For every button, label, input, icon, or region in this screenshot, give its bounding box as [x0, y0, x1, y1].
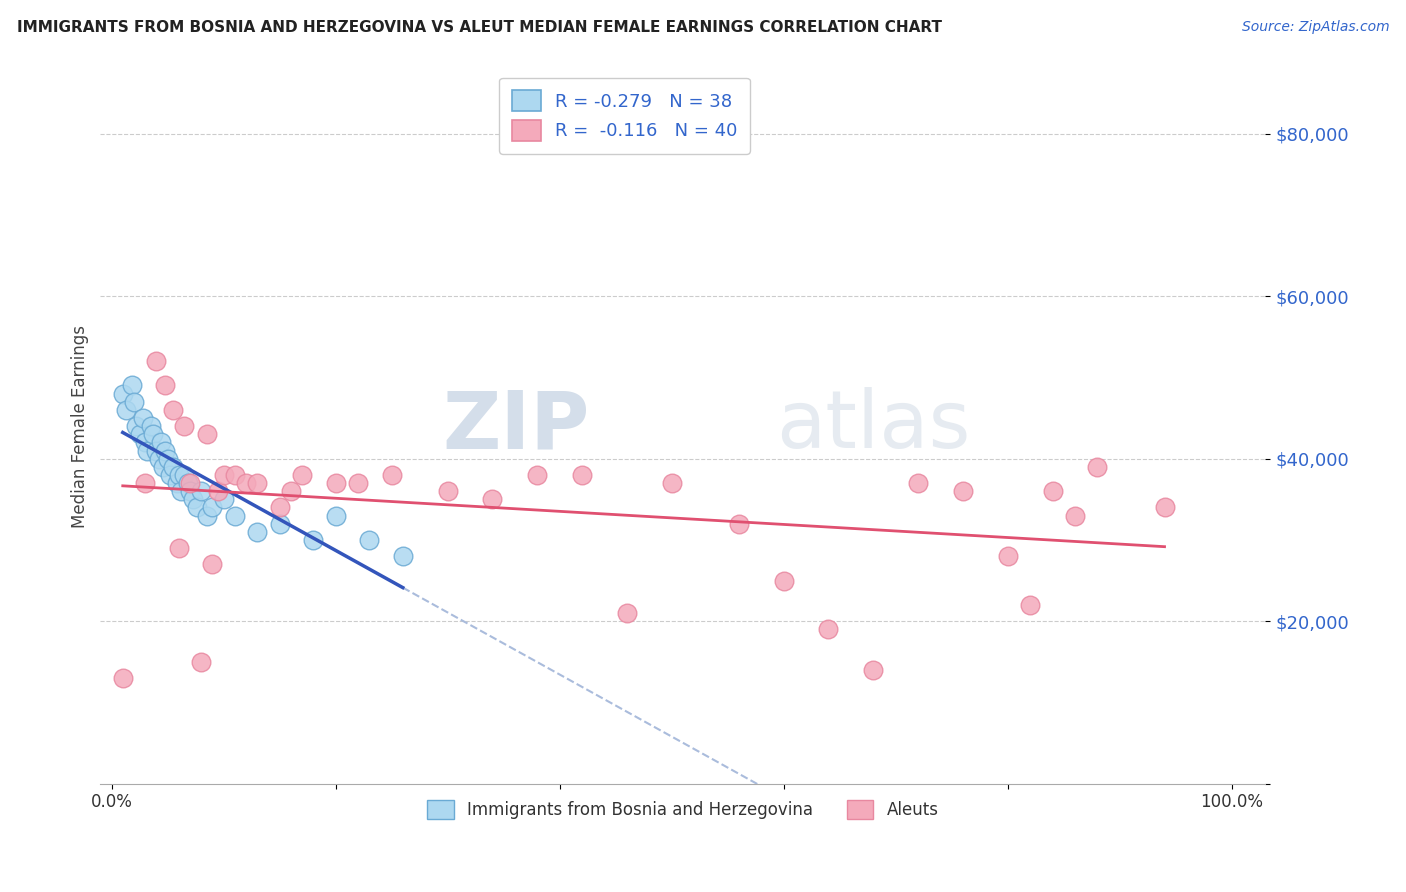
Point — [436, 484, 458, 499]
Point — [190, 655, 212, 669]
Point — [155, 378, 177, 392]
Point — [136, 443, 159, 458]
Point — [246, 476, 269, 491]
Point — [162, 459, 184, 474]
Point — [269, 516, 291, 531]
Point — [166, 476, 188, 491]
Point — [325, 476, 347, 491]
Point — [207, 484, 229, 499]
Point — [1042, 484, 1064, 499]
Point — [179, 484, 201, 499]
Point — [134, 435, 156, 450]
Point — [616, 606, 638, 620]
Point — [142, 427, 165, 442]
Point — [190, 484, 212, 499]
Point — [132, 411, 155, 425]
Point — [201, 558, 224, 572]
Point — [152, 459, 174, 474]
Point — [155, 443, 177, 458]
Point — [167, 541, 190, 555]
Text: atlas: atlas — [776, 387, 970, 465]
Point — [121, 378, 143, 392]
Point — [359, 533, 381, 547]
Point — [269, 500, 291, 515]
Point — [246, 524, 269, 539]
Point — [186, 500, 208, 515]
Point — [291, 467, 314, 482]
Text: ZIP: ZIP — [443, 387, 589, 465]
Point — [173, 419, 195, 434]
Text: IMMIGRANTS FROM BOSNIA AND HERZEGOVINA VS ALEUT MEDIAN FEMALE EARNINGS CORRELATI: IMMIGRANTS FROM BOSNIA AND HERZEGOVINA V… — [17, 20, 942, 35]
Y-axis label: Median Female Earnings: Median Female Earnings — [72, 325, 89, 528]
Point — [391, 549, 413, 564]
Point — [907, 476, 929, 491]
Point — [862, 663, 884, 677]
Point — [170, 484, 193, 499]
Point — [125, 419, 148, 434]
Point — [772, 574, 794, 588]
Point — [201, 500, 224, 515]
Point — [162, 402, 184, 417]
Point — [145, 354, 167, 368]
Point — [111, 386, 134, 401]
Point — [280, 484, 302, 499]
Point — [347, 476, 370, 491]
Point — [148, 451, 170, 466]
Point — [325, 508, 347, 523]
Text: Source: ZipAtlas.com: Source: ZipAtlas.com — [1241, 20, 1389, 34]
Point — [111, 671, 134, 685]
Point — [997, 549, 1019, 564]
Point — [526, 467, 548, 482]
Point — [179, 476, 201, 491]
Point — [128, 427, 150, 442]
Point — [149, 435, 172, 450]
Point — [302, 533, 325, 547]
Point — [728, 516, 751, 531]
Point — [195, 508, 218, 523]
Point — [115, 402, 138, 417]
Point — [122, 394, 145, 409]
Point — [224, 508, 246, 523]
Point — [235, 476, 257, 491]
Point — [183, 492, 205, 507]
Point — [177, 476, 200, 491]
Point — [817, 623, 839, 637]
Point — [481, 492, 503, 507]
Point — [173, 467, 195, 482]
Point — [212, 467, 235, 482]
Point — [156, 451, 179, 466]
Point — [661, 476, 683, 491]
Point — [1064, 508, 1087, 523]
Point — [1085, 459, 1108, 474]
Point — [571, 467, 593, 482]
Point — [1153, 500, 1175, 515]
Point — [212, 492, 235, 507]
Point — [145, 443, 167, 458]
Point — [195, 427, 218, 442]
Point — [1019, 598, 1042, 612]
Point — [167, 467, 190, 482]
Legend: Immigrants from Bosnia and Herzegovina, Aleuts: Immigrants from Bosnia and Herzegovina, … — [420, 793, 945, 825]
Point — [224, 467, 246, 482]
Point — [381, 467, 404, 482]
Point — [159, 467, 181, 482]
Point — [134, 476, 156, 491]
Point — [139, 419, 162, 434]
Point — [952, 484, 974, 499]
